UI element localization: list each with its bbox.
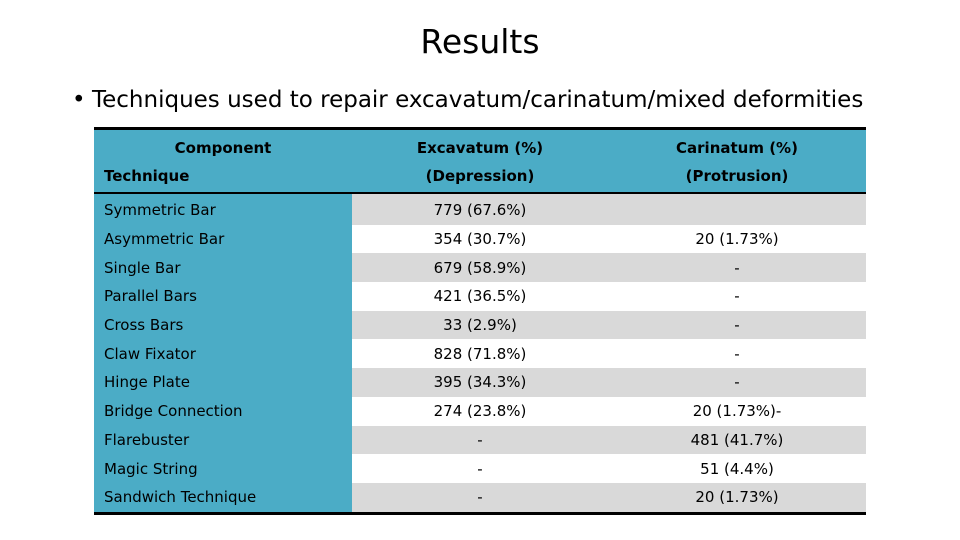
carinatum-cell: 20 (1.73%) xyxy=(608,224,866,254)
carinatum-cell: - xyxy=(608,339,866,369)
table-header-rule xyxy=(94,192,866,194)
header-row-2: Technique (Depression) (Protrusion) xyxy=(94,162,866,192)
header-carinatum: Carinatum (%) xyxy=(608,130,866,162)
technique-cell: Bridge Connection xyxy=(94,396,352,426)
table-row: Sandwich Technique - 20 (1.73%) xyxy=(94,482,866,512)
technique-cell: Asymmetric Bar xyxy=(94,224,352,254)
excavatum-cell: 395 (34.3%) xyxy=(352,368,608,397)
table-row: Cross Bars 33 (2.9%) - xyxy=(94,310,866,340)
bullet-text: Techniques used to repair excavatum/cari… xyxy=(92,87,864,113)
table-row: Symmetric Bar 779 (67.6%) xyxy=(94,194,866,225)
table-header: Component Excavatum (%) Carinatum (%) Te… xyxy=(94,130,866,192)
excavatum-cell: 354 (30.7%) xyxy=(352,224,608,254)
header-row-1: Component Excavatum (%) Carinatum (%) xyxy=(94,130,866,162)
carinatum-cell: 20 (1.73%) xyxy=(608,482,866,512)
excavatum-cell: 779 (67.6%) xyxy=(352,194,608,225)
excavatum-cell: 274 (23.8%) xyxy=(352,396,608,426)
technique-cell: Magic String xyxy=(94,454,352,483)
carinatum-cell xyxy=(608,194,866,225)
technique-cell: Single Bar xyxy=(94,253,352,283)
table-row: Parallel Bars 421 (36.5%) - xyxy=(94,282,866,311)
carinatum-cell: - xyxy=(608,310,866,340)
slide-title: Results xyxy=(420,22,540,61)
technique-cell: Parallel Bars xyxy=(94,282,352,311)
header-component: Component xyxy=(94,130,352,162)
table-bottom-rule xyxy=(94,511,866,515)
techniques-table: Component Excavatum (%) Carinatum (%) Te… xyxy=(94,130,866,192)
excavatum-cell: - xyxy=(352,482,608,512)
table-row: Magic String - 51 (4.4%) xyxy=(94,454,866,483)
table-top-rule xyxy=(94,127,866,130)
excavatum-cell: - xyxy=(352,454,608,483)
header-depression: (Depression) xyxy=(352,162,608,192)
table-row: Claw Fixator 828 (71.8%) - xyxy=(94,339,866,369)
results-table: Component Excavatum (%) Carinatum (%) Te… xyxy=(94,127,866,515)
technique-cell: Cross Bars xyxy=(94,310,352,340)
carinatum-cell: - xyxy=(608,368,866,397)
excavatum-cell: 828 (71.8%) xyxy=(352,339,608,369)
techniques-table-body: Symmetric Bar 779 (67.6%) Asymmetric Bar… xyxy=(94,194,866,512)
bullet-item: • Techniques used to repair excavatum/car… xyxy=(72,85,932,115)
carinatum-cell: 481 (41.7%) xyxy=(608,425,866,455)
excavatum-cell: 679 (58.9%) xyxy=(352,253,608,283)
technique-cell: Symmetric Bar xyxy=(94,194,352,225)
bullet-dot-icon: • xyxy=(72,87,86,113)
table-row: Flarebuster - 481 (41.7%) xyxy=(94,425,866,455)
header-protrusion: (Protrusion) xyxy=(608,162,866,192)
header-excavatum: Excavatum (%) xyxy=(352,130,608,162)
excavatum-cell: 33 (2.9%) xyxy=(352,310,608,340)
table-row: Single Bar 679 (58.9%) - xyxy=(94,253,866,283)
excavatum-cell: 421 (36.5%) xyxy=(352,282,608,311)
table-row: Bridge Connection 274 (23.8%) 20 (1.73%)… xyxy=(94,396,866,426)
carinatum-cell: 20 (1.73%)- xyxy=(608,396,866,426)
header-technique: Technique xyxy=(94,162,352,192)
carinatum-cell: - xyxy=(608,253,866,283)
table-row: Hinge Plate 395 (34.3%) - xyxy=(94,368,866,397)
technique-cell: Sandwich Technique xyxy=(94,482,352,512)
technique-cell: Claw Fixator xyxy=(94,339,352,369)
excavatum-cell: - xyxy=(352,425,608,455)
technique-cell: Hinge Plate xyxy=(94,368,352,397)
technique-cell: Flarebuster xyxy=(94,425,352,455)
table-row: Asymmetric Bar 354 (30.7%) 20 (1.73%) xyxy=(94,224,866,254)
carinatum-cell: - xyxy=(608,282,866,311)
carinatum-cell: 51 (4.4%) xyxy=(608,454,866,483)
